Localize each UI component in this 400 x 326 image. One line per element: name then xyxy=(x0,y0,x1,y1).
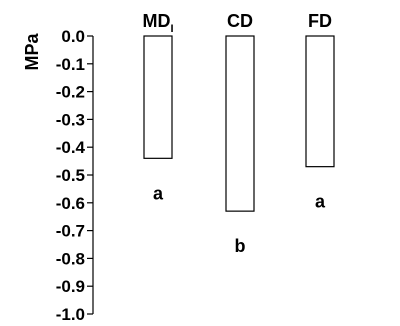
group-letter: a xyxy=(153,183,164,203)
category-label-cd: CD xyxy=(227,11,253,31)
category-labels: MDI CD FD xyxy=(142,11,332,35)
y-tick-label: -0.3 xyxy=(56,110,85,129)
bar-cd xyxy=(225,35,255,212)
bar-fd xyxy=(305,35,335,168)
y-axis: 0.0 -0.1 -0.2 -0.3 -0.4 -0.5 -0.6 -0.7 -0.8 -0.9 -… xyxy=(56,27,94,324)
bar-md xyxy=(143,35,173,159)
category-label-fd: FD xyxy=(308,11,332,31)
y-tick-label: -0.8 xyxy=(56,249,85,268)
y-tick-label: -0.5 xyxy=(56,166,85,185)
y-axis-label: MPa xyxy=(22,33,42,71)
category-label-md: MDI xyxy=(142,11,173,35)
y-tick-label: -0.2 xyxy=(56,83,85,102)
y-tick-label: -1.0 xyxy=(56,305,85,324)
group-letter: b xyxy=(235,236,246,256)
y-tick-label: -0.6 xyxy=(56,194,85,213)
y-tick-label: -0.1 xyxy=(56,55,85,74)
y-tick-label: -0.7 xyxy=(56,222,85,241)
y-tick-label: 0.0 xyxy=(61,27,85,46)
group-letter: a xyxy=(315,192,326,212)
group-letters: a b a xyxy=(153,183,326,256)
y-tick-label: -0.9 xyxy=(56,277,85,296)
bars xyxy=(143,35,335,212)
y-tick-label: -0.4 xyxy=(56,138,86,157)
